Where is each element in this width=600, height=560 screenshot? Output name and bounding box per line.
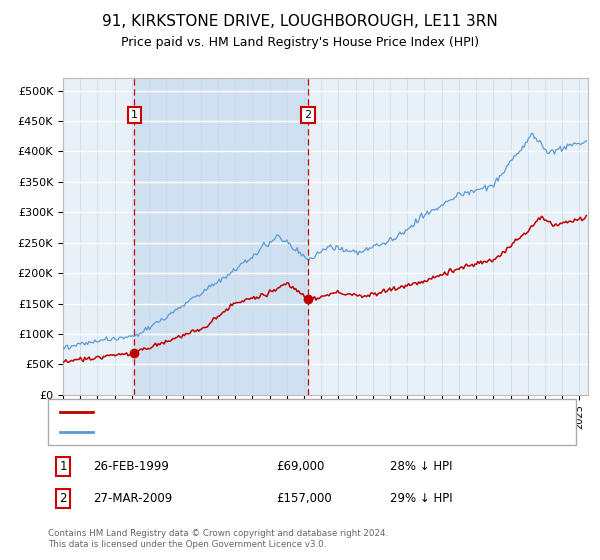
Text: Price paid vs. HM Land Registry's House Price Index (HPI): Price paid vs. HM Land Registry's House …: [121, 36, 479, 49]
Text: HPI: Average price, detached house, Charnwood: HPI: Average price, detached house, Char…: [99, 427, 363, 437]
Text: 91, KIRKSTONE DRIVE, LOUGHBOROUGH, LE11 3RN: 91, KIRKSTONE DRIVE, LOUGHBOROUGH, LE11 …: [102, 14, 498, 29]
Text: 1: 1: [131, 110, 138, 120]
Text: Contains HM Land Registry data © Crown copyright and database right 2024.
This d: Contains HM Land Registry data © Crown c…: [48, 529, 388, 549]
Text: £69,000: £69,000: [276, 460, 325, 473]
Text: 1: 1: [59, 460, 67, 473]
Text: 29% ↓ HPI: 29% ↓ HPI: [390, 492, 452, 505]
Text: 91, KIRKSTONE DRIVE, LOUGHBOROUGH, LE11 3RN (detached house): 91, KIRKSTONE DRIVE, LOUGHBOROUGH, LE11 …: [99, 407, 482, 417]
Bar: [134, 78, 308, 395]
Text: 2: 2: [59, 492, 67, 505]
Text: £157,000: £157,000: [276, 492, 332, 505]
Text: 2: 2: [304, 110, 311, 120]
Text: 27-MAR-2009: 27-MAR-2009: [93, 492, 172, 505]
Text: 28% ↓ HPI: 28% ↓ HPI: [390, 460, 452, 473]
Text: 26-FEB-1999: 26-FEB-1999: [93, 460, 169, 473]
